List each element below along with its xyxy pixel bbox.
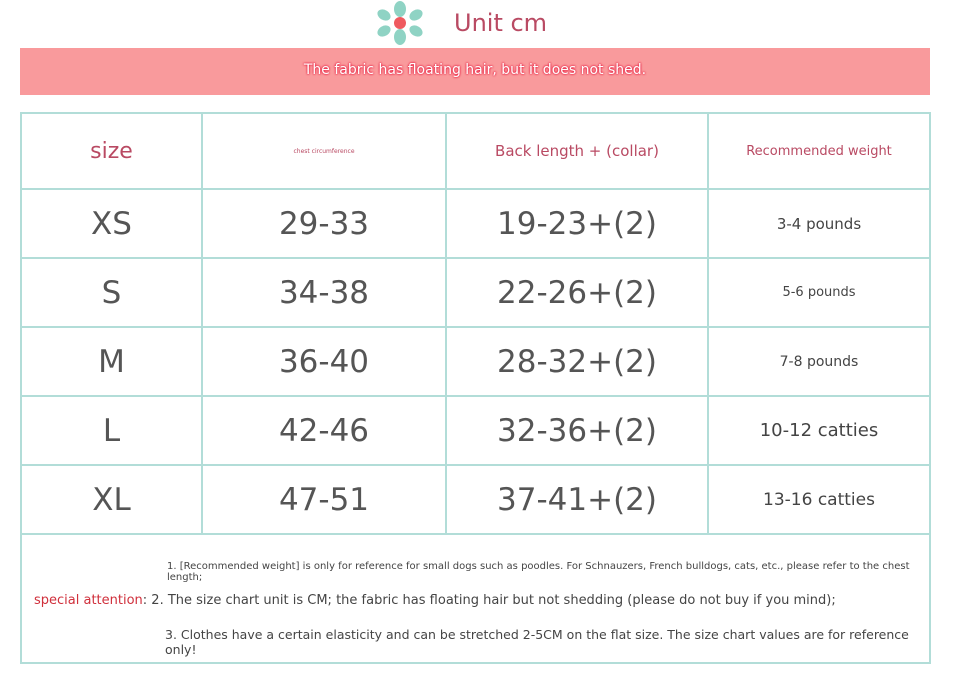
weight-cell: 5-6 pounds [707, 257, 931, 328]
back-cell: 32-36+(2) [445, 395, 709, 466]
header-chest: chest circumference [201, 112, 447, 190]
note-2: special attention: 2. The size chart uni… [34, 593, 836, 608]
chest-cell: 36-40 [201, 326, 447, 397]
header-weight: Recommended weight [707, 112, 931, 190]
header-back-length: Back length + (collar) [445, 112, 709, 190]
size-table: size chest circumference Back length + (… [20, 112, 931, 664]
table-row: XS 29-33 19-23+(2) 3-4 pounds [20, 188, 931, 259]
back-cell: 37-41+(2) [445, 464, 709, 535]
weight-cell: 7-8 pounds [707, 326, 931, 397]
weight-cell: 3-4 pounds [707, 188, 931, 259]
weight-cell: 10-12 catties [707, 395, 931, 466]
chest-cell: 34-38 [201, 257, 447, 328]
header-size: size [20, 112, 203, 190]
size-cell: XL [20, 464, 203, 535]
table-row: S 34-38 22-26+(2) 5-6 pounds [20, 257, 931, 328]
chest-cell: 42-46 [201, 395, 447, 466]
note-1: 1. [Recommended weight] is only for refe… [167, 561, 910, 583]
back-cell: 19-23+(2) [445, 188, 709, 259]
table-row: L 42-46 32-36+(2) 10-12 catties [20, 395, 931, 466]
size-cell: S [20, 257, 203, 328]
table-header-row: size chest circumference Back length + (… [20, 112, 931, 190]
back-cell: 28-32+(2) [445, 326, 709, 397]
chest-cell: 47-51 [201, 464, 447, 535]
table-row: XL 47-51 37-41+(2) 13-16 catties [20, 464, 931, 535]
chest-cell: 29-33 [201, 188, 447, 259]
note-3: 3. Clothes have a certain elasticity and… [165, 627, 909, 657]
note-2-text: : 2. The size chart unit is CM; the fabr… [142, 593, 836, 608]
notes-section: 1. [Recommended weight] is only for refe… [20, 533, 931, 664]
size-cell: XS [20, 188, 203, 259]
special-attention-label: special attention [34, 593, 143, 608]
title-bar: Unit cm [370, 0, 547, 46]
size-cell: L [20, 395, 203, 466]
flower-icon [377, 1, 423, 45]
back-cell: 22-26+(2) [445, 257, 709, 328]
page-title: Unit cm [454, 9, 548, 37]
weight-cell: 13-16 catties [707, 464, 931, 535]
fabric-banner: The fabric has floating hair, but it doe… [20, 48, 930, 95]
size-cell: M [20, 326, 203, 397]
table-row: M 36-40 28-32+(2) 7-8 pounds [20, 326, 931, 397]
